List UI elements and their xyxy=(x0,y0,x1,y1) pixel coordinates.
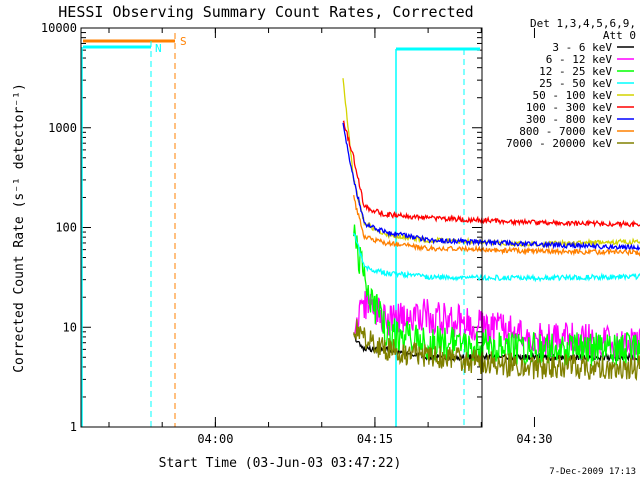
x-tick-label: 04:30 xyxy=(516,432,552,446)
y-tick-label: 100 xyxy=(55,221,77,235)
y-tick-label: 10000 xyxy=(41,21,77,35)
legend-entry-label: 12 - 25 keV xyxy=(539,65,612,78)
y-tick-label: 1 xyxy=(70,420,77,434)
saa-flag-label: S xyxy=(180,35,187,48)
y-tick-label: 1000 xyxy=(48,121,77,135)
legend-entry-label: 3 - 6 keV xyxy=(552,41,612,54)
legend-entry-label: 100 - 300 keV xyxy=(526,101,612,114)
legend-entry-label: 6 - 12 keV xyxy=(546,53,613,66)
series-line-1 xyxy=(353,333,640,363)
legend-header-line-2: Att 0 xyxy=(603,29,636,42)
legend-entry-label: 25 - 50 keV xyxy=(539,77,612,90)
series-line-2 xyxy=(353,288,640,361)
legend-header-line-1: Det 1,3,4,5,6,9, xyxy=(530,17,636,30)
series-line-9 xyxy=(353,319,640,382)
series-line-7 xyxy=(342,122,640,252)
series-line-4 xyxy=(353,232,640,283)
series-line-3 xyxy=(353,224,640,368)
footer-date: 7-Dec-2009 17:13 xyxy=(549,467,636,477)
x-axis-label: Start Time (03-Jun-03 03:47:22) xyxy=(159,456,402,471)
series-line-6 xyxy=(342,120,640,230)
night-flag-label: N xyxy=(155,42,162,55)
series-line-8 xyxy=(353,194,640,257)
x-tick-label: 04:15 xyxy=(357,432,393,446)
plot-frame xyxy=(80,27,483,428)
legend-entry-label: 300 - 800 keV xyxy=(526,113,612,126)
plot-layer: 11010010001000004:0004:1504:3004:4505:00… xyxy=(41,21,640,446)
legend-entry-label: 800 - 7000 keV xyxy=(519,125,612,138)
x-tick-label: 04:00 xyxy=(197,432,233,446)
chart-title: HESSI Observing Summary Count Rates, Cor… xyxy=(58,3,473,21)
y-axis-label: Corrected Count Rate (s⁻¹ detector⁻¹) xyxy=(12,83,27,373)
legend-entry-label: 50 - 100 keV xyxy=(533,89,613,102)
y-tick-label: 10 xyxy=(63,320,77,334)
legend-entry-label: 7000 - 20000 keV xyxy=(506,137,612,150)
